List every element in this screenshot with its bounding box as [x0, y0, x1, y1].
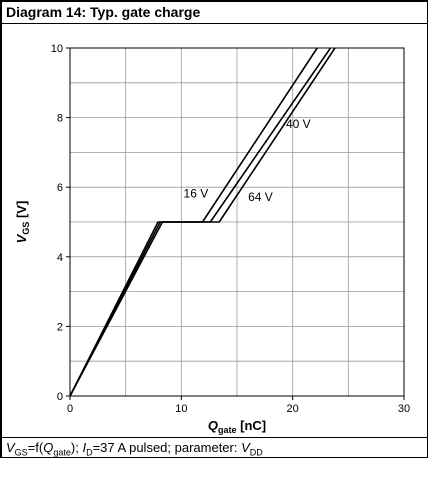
plot-area: [69, 47, 405, 397]
caption-v: V: [6, 440, 15, 455]
y-axis-label: VGS [V]: [14, 201, 31, 244]
x-axis-label: Qgate [nC]: [208, 418, 266, 435]
series-annotation: 16 V: [184, 187, 209, 201]
x-tick-label: 0: [67, 403, 73, 415]
diagram-frame: Diagram 14: Typ. gate charge VGS=f(Qgate…: [0, 0, 428, 458]
chart-annotations: 16 V 64 V 40 V: [184, 117, 311, 204]
caption-mid: );: [70, 440, 83, 455]
series-annotation: 64 V: [248, 190, 273, 204]
x-tick-label: 20: [287, 403, 299, 415]
diagram-caption: VGS=f(Qgate); ID=37 A pulsed; parameter:…: [2, 437, 427, 458]
y-tick-label: 4: [57, 252, 63, 264]
caption-dd: DD: [249, 447, 263, 458]
y-tick-label: 6: [57, 182, 63, 194]
series-line: [69, 47, 336, 397]
y-tick-label: 10: [51, 43, 63, 55]
chart-grid: [70, 48, 404, 396]
caption-eq: =f(: [27, 440, 44, 455]
caption-gs: GS: [14, 447, 28, 458]
x-tick-label: 30: [398, 403, 410, 415]
caption-d: D: [86, 447, 93, 458]
diagram-title: Diagram 14: Typ. gate charge: [6, 4, 201, 20]
caption-gate: gate: [53, 447, 71, 458]
caption-text: VGS=f(Qgate); ID=37 A pulsed; parameter:…: [6, 440, 263, 458]
caption-q: Q: [43, 440, 54, 455]
y-tick-label: 2: [57, 321, 63, 333]
y-tick-label: 0: [57, 391, 63, 403]
caption-vdd-v: V: [241, 440, 250, 455]
y-tick-label: 8: [57, 113, 63, 125]
series-annotation: 40 V: [286, 117, 311, 131]
diagram-header: Diagram 14: Typ. gate charge: [2, 2, 427, 24]
axis-ticks: 0 10 20 30 0 2 4 6 8 10: [51, 43, 410, 415]
x-tick-label: 10: [175, 403, 187, 415]
caption-i: I: [82, 440, 87, 455]
chart-series: [69, 47, 336, 397]
caption-rest: =37 A pulsed; parameter:: [92, 440, 242, 455]
